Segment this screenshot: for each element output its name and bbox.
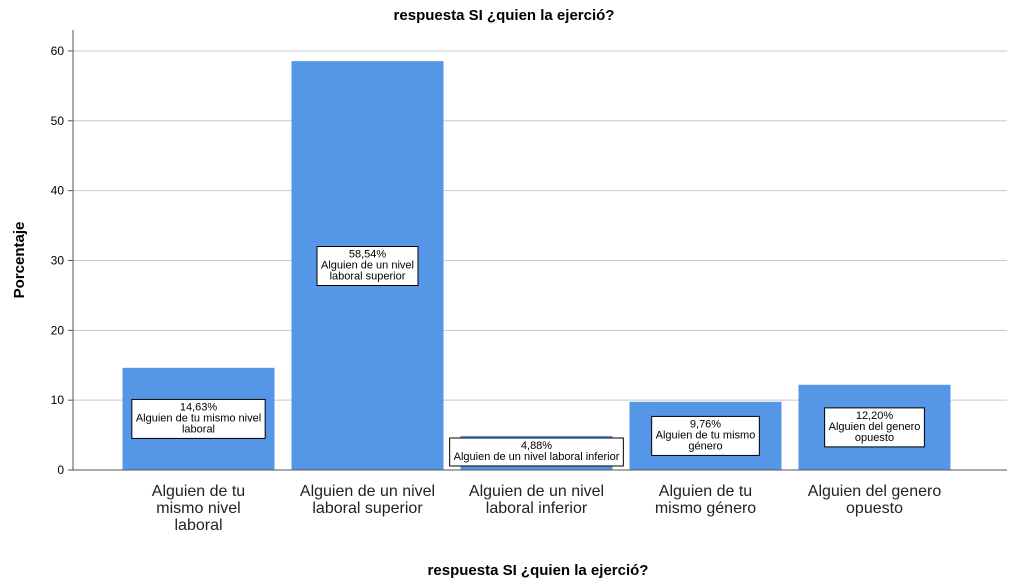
- category-label: Alguien de un nivel laboral superior: [300, 483, 435, 517]
- gridlines: [73, 50, 1007, 401]
- y-tick-label: 0: [57, 463, 64, 477]
- data-label-text: 12,20% Alguien del genero opuesto: [829, 410, 921, 444]
- data-labels: 14,63% Alguien de tu mismo nivel laboral 58…: [131, 246, 925, 467]
- data-label-box: [131, 398, 266, 439]
- data-label-3: 4,88% Alguien de un nivel laboral inferio…: [449, 437, 624, 467]
- category-labels: Alguien de tu mismo nivel laboral Alguien d…: [152, 483, 942, 534]
- data-label-text: 14,63% Alguien de tu mismo nivel laboral: [136, 401, 261, 435]
- category-label: Alguien del genero opuesto: [808, 483, 942, 517]
- data-label-text: 9,76% Alguien de tu mismo género: [656, 418, 756, 452]
- data-label-box: [316, 246, 419, 286]
- data-label-box: [651, 415, 760, 456]
- data-label-box: [449, 437, 624, 467]
- y-tick-label: 60: [51, 44, 65, 58]
- axes: [68, 30, 1007, 471]
- data-label-5: 12,20% Alguien del genero opuesto: [824, 407, 925, 448]
- y-tick-label: 10: [51, 393, 65, 407]
- data-label-text: 4,88% Alguien de un nivel laboral inferio…: [454, 440, 620, 463]
- category-label: Alguien de tu mismo nivel laboral: [152, 483, 245, 534]
- y-axis-label: Porcentaje: [11, 222, 28, 299]
- category-label: Alguien de tu mismo género: [655, 483, 756, 517]
- chart-title: respuesta SI ¿quien la ejerció?: [394, 7, 615, 24]
- y-tick-label: 30: [51, 253, 65, 267]
- y-tick-label: 40: [51, 184, 65, 198]
- data-label-text: 58,54% Alguien de un nivel laboral superio…: [321, 249, 414, 283]
- data-label-box: [824, 407, 925, 448]
- data-label-2: 58,54% Alguien de un nivel laboral superio…: [316, 246, 419, 286]
- data-label-1: 14,63% Alguien de tu mismo nivel laboral: [131, 398, 266, 439]
- y-tick-labels: 0 10 20 30 40 50 60: [51, 44, 65, 477]
- x-axis-label: respuesta SI ¿quien la ejerció?: [428, 562, 649, 579]
- data-label-4: 9,76% Alguien de tu mismo género: [651, 415, 760, 456]
- y-tick-label: 20: [51, 323, 65, 337]
- category-label: Alguien de un nivel laboral inferior: [469, 483, 604, 517]
- y-tick-label: 50: [51, 114, 65, 128]
